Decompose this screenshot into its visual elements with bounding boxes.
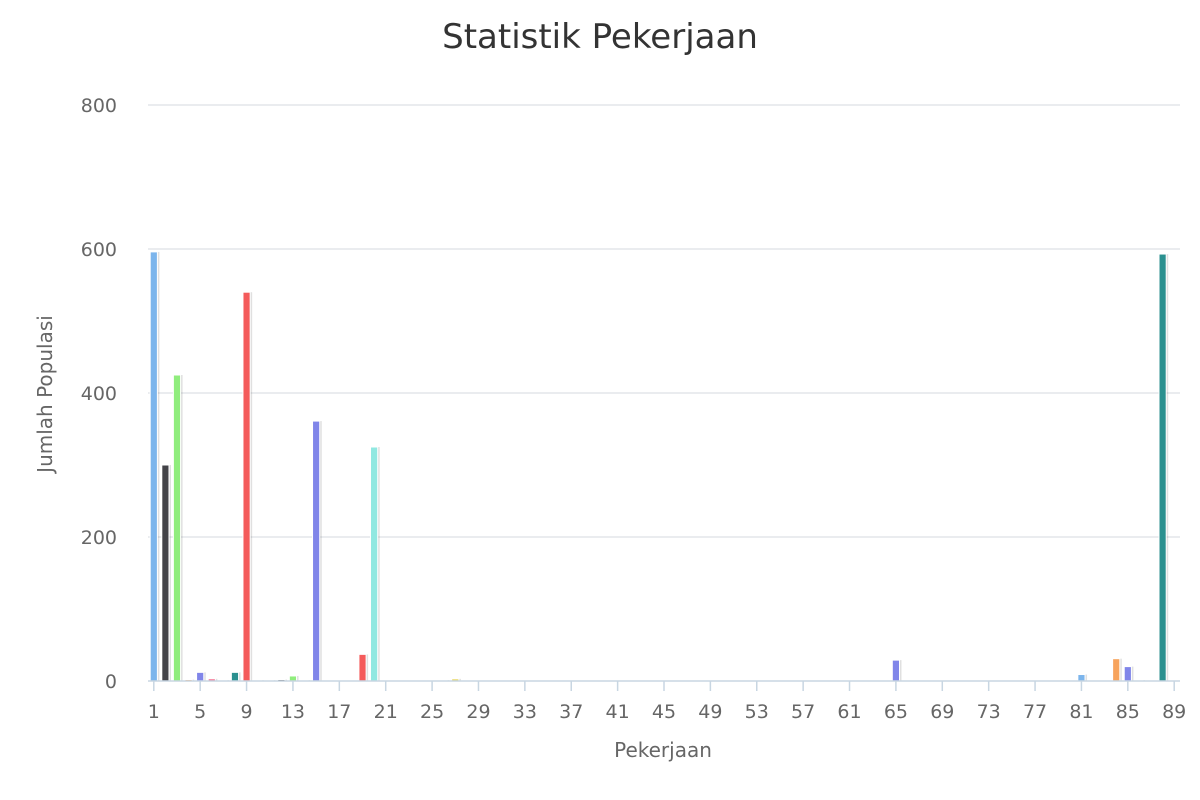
bar	[230, 671, 240, 682]
x-tick-label: 17	[327, 701, 351, 723]
x-tick-label: 33	[513, 701, 537, 723]
y-tick-label: 0	[105, 671, 117, 693]
bar	[149, 251, 158, 682]
bar	[161, 464, 170, 682]
x-tick-label: 65	[884, 701, 908, 723]
y-tick-label: 800	[81, 95, 117, 117]
chart-title: Statistik Pekerjaan	[442, 17, 758, 57]
y-tick-label: 200	[81, 527, 117, 549]
bar	[891, 659, 901, 682]
x-tick-label: 13	[281, 701, 305, 723]
x-tick-label: 89	[1162, 701, 1186, 723]
x-tick-label: 49	[698, 701, 722, 723]
bar	[288, 675, 298, 682]
bar	[172, 374, 182, 682]
x-axis-ticks: 1 5 9 13 17 21 25 29 33 37 41 45 49 53 57 61 65 69 73 77 81 8…	[148, 681, 1186, 723]
x-tick-label: 53	[745, 701, 769, 723]
x-tick-label: 29	[466, 701, 490, 723]
bar	[312, 420, 321, 682]
bar	[1077, 674, 1086, 682]
x-tick-label: 41	[606, 701, 630, 723]
x-tick-label: 77	[1023, 701, 1047, 723]
x-tick-label: 1	[148, 701, 160, 723]
x-tick-label: 5	[194, 701, 206, 723]
bars	[149, 251, 1169, 682]
x-tick-label: 69	[930, 701, 954, 723]
x-tick-label: 45	[652, 701, 676, 723]
bar	[1158, 253, 1167, 682]
x-tick-label: 73	[977, 701, 1001, 723]
x-tick-label: 9	[241, 701, 253, 723]
x-tick-label: 85	[1116, 701, 1140, 723]
y-axis-ticks: 0 200 400 600 800	[81, 95, 117, 693]
y-tick-label: 400	[81, 383, 117, 405]
bar	[1123, 666, 1132, 682]
x-tick-label: 25	[420, 701, 444, 723]
x-tick-label: 81	[1069, 701, 1093, 723]
x-tick-label: 61	[837, 701, 861, 723]
bar	[370, 446, 379, 682]
x-tick-label: 37	[559, 701, 583, 723]
bar	[1112, 658, 1121, 682]
bar	[242, 291, 251, 682]
bar	[358, 653, 367, 682]
x-tick-label: 57	[791, 701, 815, 723]
gridlines	[148, 104, 1180, 538]
y-axis-title: Jumlah Populasi	[33, 315, 57, 475]
bar	[196, 671, 205, 682]
x-tick-label: 21	[374, 701, 398, 723]
x-axis-title: Pekerjaan	[614, 738, 712, 762]
y-tick-label: 600	[81, 239, 117, 261]
